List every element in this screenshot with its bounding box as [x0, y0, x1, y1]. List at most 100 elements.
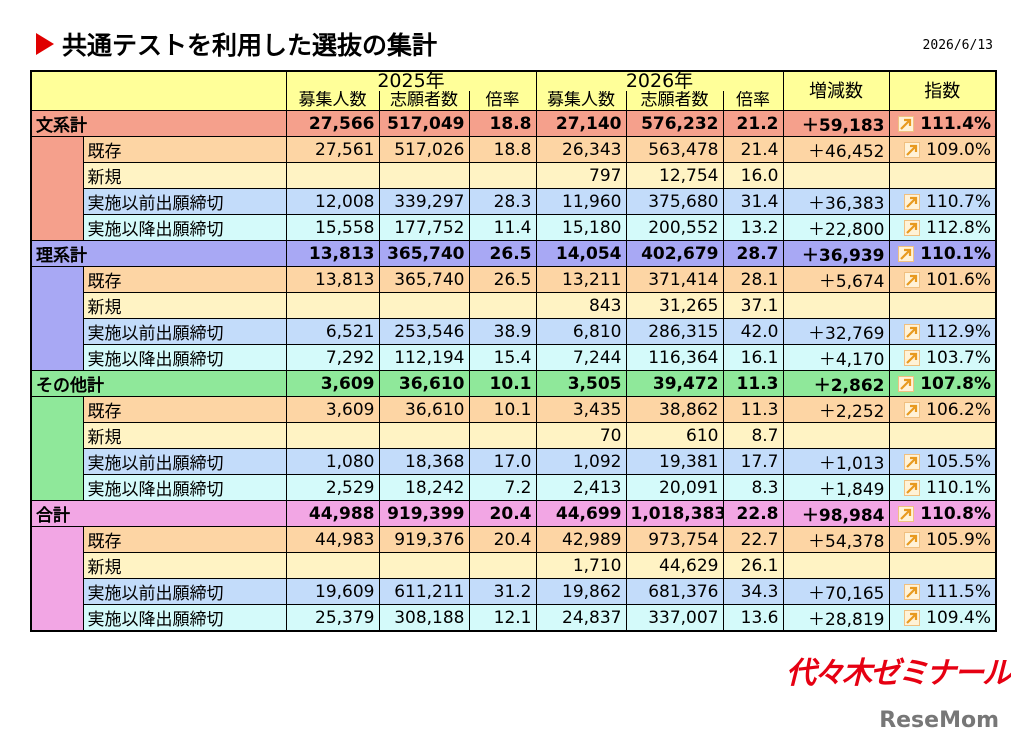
- value-cell: 11.3: [722, 396, 784, 423]
- value-cell: 70: [535, 422, 627, 449]
- index-cell: 110.7%: [888, 188, 997, 215]
- sub-row: 新規 843 31,265 37.1: [31, 292, 997, 319]
- value-cell: 22.8: [722, 500, 784, 527]
- value-cell: [468, 162, 537, 189]
- value-cell: ＋2,252: [782, 396, 890, 423]
- table-header: 2025年 2026年 増減数 指数 募集人数 志願者数 倍率 募集人数 志願者数 倍率: [30, 70, 997, 111]
- value-cell: 27,561: [285, 136, 380, 163]
- value-cell: 20.4: [468, 526, 537, 553]
- value-cell: ＋22,800: [782, 214, 890, 241]
- value-cell: 517,049: [378, 110, 470, 137]
- value-cell: 16.1: [722, 344, 784, 371]
- group-label: 文系計: [30, 110, 287, 137]
- value-cell: 7,292: [285, 344, 380, 371]
- value-cell: ＋59,183: [782, 110, 890, 137]
- sub-row: 実施以降出願締切 7,292 112,194 15.4 7,244 116,364 16.1…: [31, 344, 997, 371]
- value-cell: 15,558: [285, 214, 380, 241]
- value-cell: 36,610: [378, 370, 470, 397]
- group-label: 理系計: [30, 240, 287, 267]
- value-cell: 27,566: [285, 110, 380, 137]
- year-header: 2026年: [535, 70, 784, 91]
- value-cell: [285, 422, 380, 449]
- column-header: 志願者数: [378, 91, 470, 111]
- row-label: 実施以前出願締切: [82, 318, 287, 345]
- value-cell: ＋54,378: [782, 526, 890, 553]
- value-cell: 42,989: [535, 526, 627, 553]
- index-cell: 105.9%: [888, 526, 997, 553]
- value-cell: 563,478: [625, 136, 724, 163]
- value-cell: 31.2: [468, 578, 537, 605]
- value-cell: ＋46,452: [782, 136, 890, 163]
- value-cell: [378, 552, 470, 579]
- value-cell: 843: [535, 292, 627, 319]
- value-cell: 28.7: [722, 240, 784, 267]
- index-cell: 110.8%: [888, 500, 997, 527]
- value-cell: 371,414: [625, 266, 724, 293]
- trend-icon: [904, 323, 921, 340]
- value-cell: 365,740: [378, 240, 470, 267]
- value-cell: 2,529: [285, 474, 380, 501]
- group-side: [30, 266, 84, 371]
- value-cell: 22.7: [722, 526, 784, 553]
- value-cell: [378, 292, 470, 319]
- value-cell: 19,381: [625, 448, 724, 475]
- sub-row: 実施以前出願締切 1,080 18,368 17.0 1,092 19,381 17.7 ＋1…: [31, 448, 997, 475]
- value-cell: 13,211: [535, 266, 627, 293]
- value-cell: ＋4,170: [782, 344, 890, 371]
- trend-icon: [904, 453, 921, 470]
- index-cell: 101.6%: [888, 266, 997, 293]
- trend-icon: [904, 479, 921, 496]
- value-cell: 253,546: [378, 318, 470, 345]
- value-cell: 973,754: [625, 526, 724, 553]
- trend-icon: [898, 115, 915, 132]
- row-label: 新規: [82, 552, 287, 579]
- value-cell: 15.4: [468, 344, 537, 371]
- value-cell: 31.4: [722, 188, 784, 215]
- index-cell: 109.0%: [888, 136, 997, 163]
- trend-icon: [904, 271, 921, 288]
- value-cell: [468, 422, 537, 449]
- row-label: 新規: [82, 422, 287, 449]
- value-cell: 17.7: [722, 448, 784, 475]
- value-cell: 20,091: [625, 474, 724, 501]
- column-header: 指数: [888, 70, 997, 111]
- value-cell: 38.9: [468, 318, 537, 345]
- index-cell: 111.5%: [888, 578, 997, 605]
- index-cell: 111.4%: [888, 110, 997, 137]
- value-cell: ＋1,849: [782, 474, 890, 501]
- value-cell: [285, 552, 380, 579]
- value-cell: 13,813: [285, 266, 380, 293]
- value-cell: 25,379: [285, 604, 380, 632]
- value-cell: ＋1,013: [782, 448, 890, 475]
- value-cell: 44,629: [625, 552, 724, 579]
- trend-icon: [898, 245, 915, 262]
- value-cell: ＋98,984: [782, 500, 890, 527]
- value-cell: 38,862: [625, 396, 724, 423]
- value-cell: 26,343: [535, 136, 627, 163]
- trend-icon: [904, 401, 921, 418]
- value-cell: 1,710: [535, 552, 627, 579]
- value-cell: 337,007: [625, 604, 724, 632]
- index-cell: 106.2%: [888, 396, 997, 423]
- value-cell: [782, 422, 890, 449]
- sub-row: 既存 13,813 365,740 26.5 13,211 371,414 28.1 ＋5,6…: [30, 266, 997, 371]
- value-cell: 3,435: [535, 396, 627, 423]
- value-cell: 200,552: [625, 214, 724, 241]
- group-side: [30, 136, 84, 241]
- value-cell: 3,609: [285, 396, 380, 423]
- value-cell: 44,983: [285, 526, 380, 553]
- index-cell: [888, 292, 997, 319]
- value-cell: 8.7: [722, 422, 784, 449]
- value-cell: 21.4: [722, 136, 784, 163]
- value-cell: 14,054: [535, 240, 627, 267]
- value-cell: 6,521: [285, 318, 380, 345]
- sub-row: 実施以降出願締切 2,529 18,242 7.2 2,413 20,091 8.3 ＋1,8…: [31, 474, 997, 501]
- row-label: 既存: [82, 266, 287, 293]
- trend-icon: [904, 219, 921, 236]
- column-header: 志願者数: [625, 91, 724, 111]
- row-label: 実施以降出願締切: [82, 604, 287, 632]
- value-cell: 375,680: [625, 188, 724, 215]
- value-cell: 10.1: [468, 370, 537, 397]
- credit: ReseMom: [879, 708, 999, 733]
